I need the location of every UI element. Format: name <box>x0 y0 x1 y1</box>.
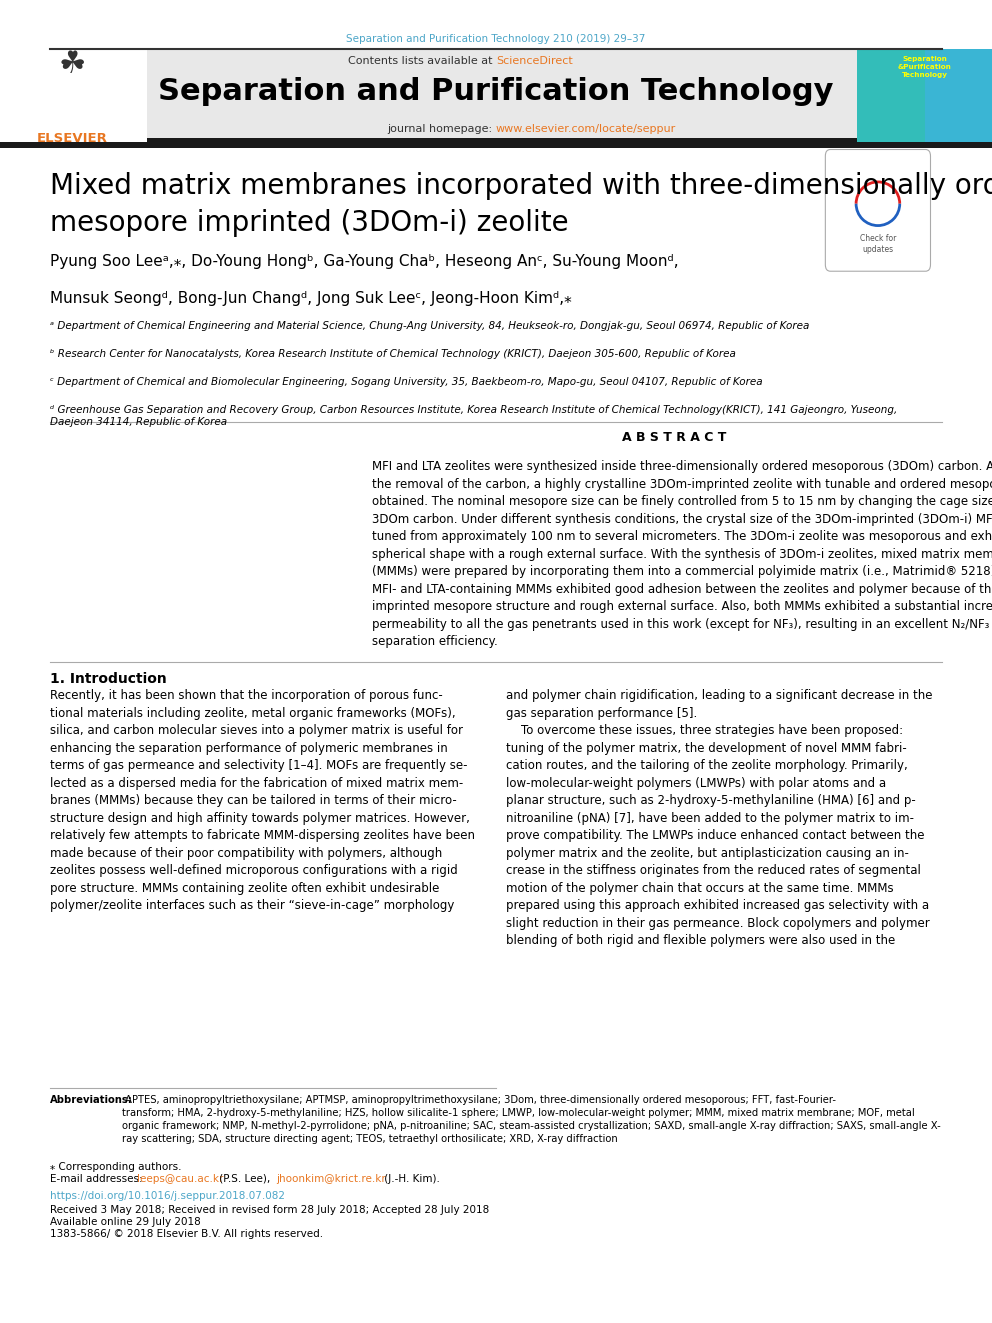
Text: 1. Introduction: 1. Introduction <box>50 672 167 687</box>
Text: (P.S. Lee),: (P.S. Lee), <box>216 1174 274 1184</box>
Text: Recently, it has been shown that the incorporation of porous func-
tional materi: Recently, it has been shown that the inc… <box>50 689 474 913</box>
Text: APTES, aminopropyltriethoxysilane; APTMSP, aminopropyltrimethoxysilane; 3Dom, th: APTES, aminopropyltriethoxysilane; APTMS… <box>122 1095 940 1144</box>
Text: ᵃ Department of Chemical Engineering and Material Science, Chung-Ang University,: ᵃ Department of Chemical Engineering and… <box>50 321 808 332</box>
Text: 1383-5866/ © 2018 Elsevier B.V. All rights reserved.: 1383-5866/ © 2018 Elsevier B.V. All righ… <box>50 1229 322 1240</box>
Text: Available online 29 July 2018: Available online 29 July 2018 <box>50 1217 200 1228</box>
Text: Separation and Purification Technology: Separation and Purification Technology <box>159 77 833 106</box>
Text: ☘: ☘ <box>59 50 86 79</box>
Text: Separation and Purification Technology 210 (2019) 29–37: Separation and Purification Technology 2… <box>346 34 646 45</box>
Text: A B S T R A C T: A B S T R A C T <box>622 431 727 445</box>
Text: Received 3 May 2018; Received in revised form 28 July 2018; Accepted 28 July 201: Received 3 May 2018; Received in revised… <box>50 1205 489 1216</box>
Text: Contents lists available at: Contents lists available at <box>348 56 496 66</box>
Text: https://doi.org/10.1016/j.seppur.2018.07.082: https://doi.org/10.1016/j.seppur.2018.07… <box>50 1191 285 1201</box>
Text: Check for
updates: Check for updates <box>860 234 896 254</box>
Text: ScienceDirect: ScienceDirect <box>496 56 572 66</box>
Bar <box>857 49 992 142</box>
Bar <box>857 49 925 142</box>
Bar <box>0 49 147 142</box>
Text: ELSEVIER: ELSEVIER <box>37 132 108 146</box>
Text: ᶜ Department of Chemical and Biomolecular Engineering, Sogang University, 35, Ba: ᶜ Department of Chemical and Biomolecula… <box>50 377 762 388</box>
Text: and polymer chain rigidification, leading to a significant decrease in the
gas s: and polymer chain rigidification, leadin… <box>506 689 932 947</box>
Text: leeps@cau.ac.kr: leeps@cau.ac.kr <box>137 1174 223 1184</box>
Text: E-mail addresses:: E-mail addresses: <box>50 1174 146 1184</box>
Text: Munsuk Seongᵈ, Bong-Jun Changᵈ, Jong Suk Leeᶜ, Jeong-Hoon Kimᵈ,⁎: Munsuk Seongᵈ, Bong-Jun Changᵈ, Jong Suk… <box>50 291 571 306</box>
Text: MFI and LTA zeolites were synthesized inside three-dimensionally ordered mesopor: MFI and LTA zeolites were synthesized in… <box>372 460 992 648</box>
Bar <box>144 49 858 142</box>
Text: Mixed matrix membranes incorporated with three-dimensionally ordered
mesopore im: Mixed matrix membranes incorporated with… <box>50 172 992 237</box>
Text: ⁎ Corresponding authors.: ⁎ Corresponding authors. <box>50 1162 182 1172</box>
Text: (J.-H. Kim).: (J.-H. Kim). <box>381 1174 439 1184</box>
Text: Pyung Soo Leeᵃ,⁎, Do-Young Hongᵇ, Ga-Young Chaᵇ, Heseong Anᶜ, Su-Young Moonᵈ,: Pyung Soo Leeᵃ,⁎, Do-Young Hongᵇ, Ga-You… <box>50 254 679 269</box>
Text: jhoonkim@krict.re.kr: jhoonkim@krict.re.kr <box>276 1174 386 1184</box>
FancyBboxPatch shape <box>825 149 930 271</box>
Text: journal homepage:: journal homepage: <box>387 124 496 135</box>
Text: Separation
&Purification
Technology: Separation &Purification Technology <box>898 56 951 78</box>
Text: ᵈ Greenhouse Gas Separation and Recovery Group, Carbon Resources Institute, Kore: ᵈ Greenhouse Gas Separation and Recovery… <box>50 405 897 427</box>
Bar <box>0 138 992 148</box>
Text: ᵇ Research Center for Nanocatalysts, Korea Research Institute of Chemical Techno: ᵇ Research Center for Nanocatalysts, Kor… <box>50 349 735 360</box>
Text: Abbreviations:: Abbreviations: <box>50 1095 133 1106</box>
Text: www.elsevier.com/locate/seppur: www.elsevier.com/locate/seppur <box>496 124 677 135</box>
